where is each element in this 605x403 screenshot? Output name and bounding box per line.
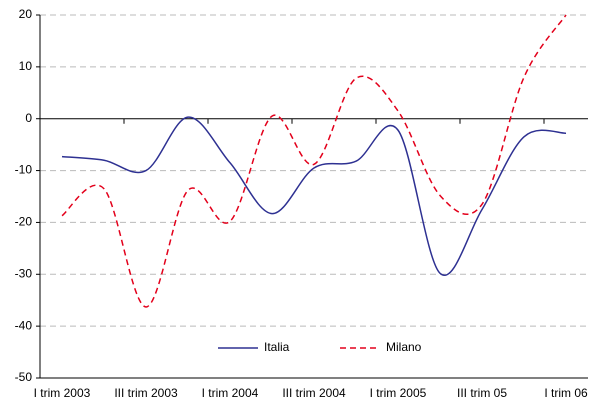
x-tick-label: I trim 2005 xyxy=(370,386,427,400)
x-tick-label: I trim 2003 xyxy=(34,386,91,400)
x-tick-label: I trim 2004 xyxy=(202,386,259,400)
x-tick-label: III trim 2004 xyxy=(282,386,346,400)
legend-label: Italia xyxy=(264,340,290,354)
y-tick-label: 10 xyxy=(19,59,33,73)
x-tick-label: III trim 2003 xyxy=(114,386,178,400)
y-tick-label: 0 xyxy=(25,111,32,125)
x-tick-label: III trim 05 xyxy=(457,386,507,400)
legend-label: Milano xyxy=(386,340,422,354)
line-series xyxy=(61,116,567,277)
x-tick-label: I trim 06 xyxy=(544,386,588,400)
y-tick-label: -40 xyxy=(15,318,33,332)
line-series xyxy=(61,14,567,308)
y-tick-label: 20 xyxy=(19,7,33,21)
y-tick-label: -10 xyxy=(15,163,33,177)
y-tick-label: -20 xyxy=(15,215,33,229)
y-tick-label: -50 xyxy=(15,370,33,384)
y-tick-label: -30 xyxy=(15,266,33,280)
